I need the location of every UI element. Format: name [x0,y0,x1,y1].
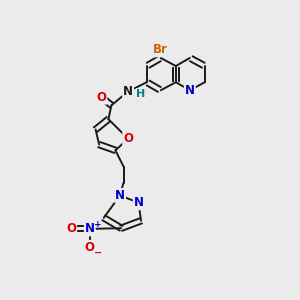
Text: N: N [134,196,144,209]
Text: N: N [185,84,195,97]
Text: H: H [136,89,146,99]
Text: O: O [66,222,76,236]
Text: N: N [123,85,133,98]
Text: −: − [94,248,103,258]
Text: O: O [96,91,106,104]
Text: O: O [85,241,95,254]
Text: O: O [123,132,133,145]
Text: N: N [85,222,95,236]
Text: N: N [115,189,125,202]
Text: +: + [94,220,101,230]
Text: Br: Br [153,44,168,56]
